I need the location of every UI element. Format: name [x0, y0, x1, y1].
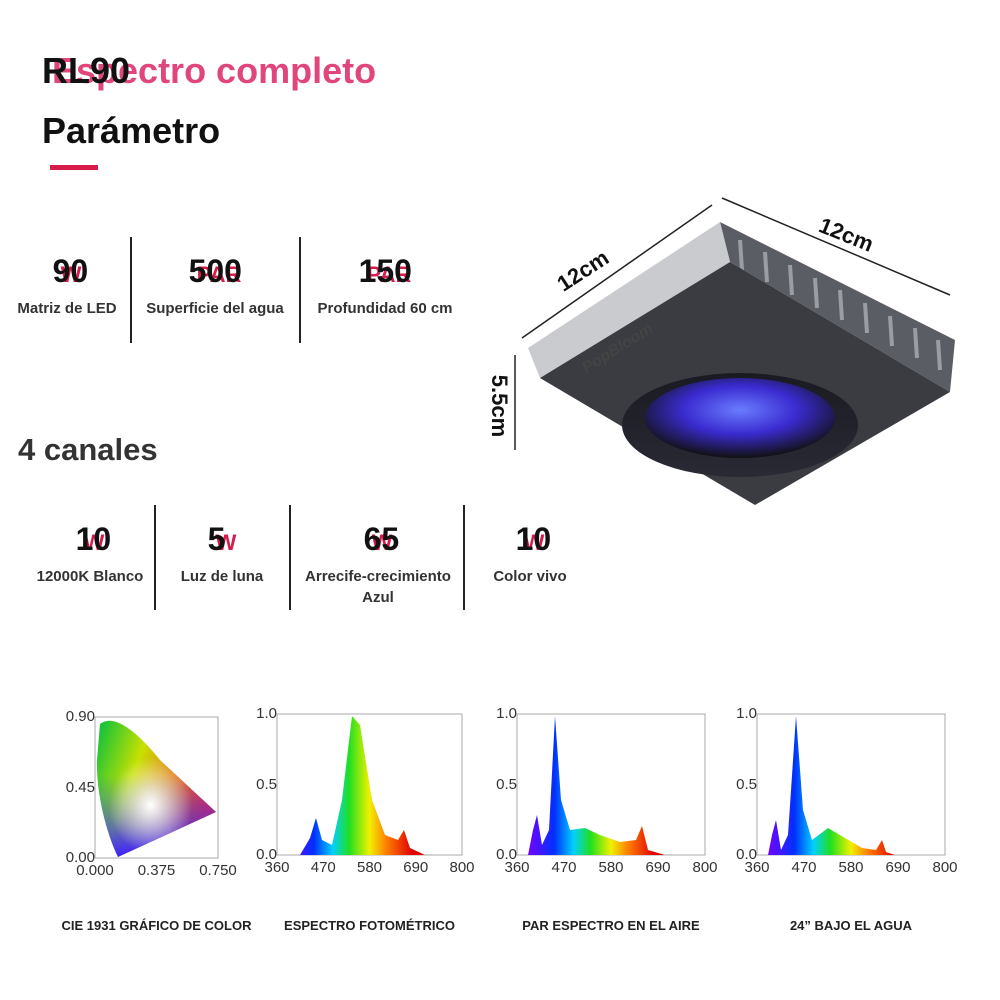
product-image: [514, 197, 955, 505]
chart-caption: PAR ESPECTRO EN EL AIRE: [522, 918, 700, 933]
stat-value: 10 W: [440, 521, 620, 558]
stat-value: 500 PAR: [125, 253, 305, 290]
chart-caption: CIE 1931 GRÁFICO DE COLOR: [61, 918, 252, 933]
stat-label: Luz de luna: [180, 568, 264, 585]
stat-value: 10 W: [0, 521, 180, 558]
dimension: 5.5cm: [487, 374, 513, 438]
y-tick-label: 0.90: [65, 708, 95, 725]
stat-label: Matriz de LED: [17, 300, 117, 317]
spectrum-curve: [300, 716, 425, 855]
value: 150: [358, 253, 412, 289]
y-tick-label: 0.0: [496, 846, 517, 863]
x-tick-label: 800: [692, 859, 718, 876]
y-tick-label: 0.0: [736, 846, 757, 863]
x-tick-label: 580: [356, 859, 383, 876]
value: 90: [52, 253, 89, 289]
x-tick-label: 360: [504, 859, 530, 876]
x-tick-label: 800: [449, 859, 475, 876]
stat-value: 65 W: [288, 521, 468, 558]
unit: PAR: [366, 262, 412, 287]
x-tick-label: 580: [598, 859, 624, 876]
x-tick-label: 470: [551, 859, 577, 876]
x-tick-label: 470: [310, 859, 336, 876]
chart-caption: ESPECTRO FOTOMÉTRICO: [284, 918, 455, 933]
x-tick-label: 360: [744, 859, 770, 876]
title: RL90 Espectro completo: [42, 50, 376, 92]
x-tick-label: 0.375: [137, 862, 176, 879]
value: 10: [75, 521, 112, 557]
stat-label: 12000K Blanco: [36, 568, 144, 585]
y-tick-label: 1.0: [496, 705, 517, 722]
y-tick-label: 0.5: [736, 775, 757, 793]
y-tick-label: 1.0: [736, 705, 757, 722]
x-tick-label: 0.750: [199, 862, 237, 879]
dividers: [130, 237, 465, 610]
value: 10: [515, 521, 552, 557]
title-highlight: Espectro completo: [52, 50, 377, 91]
y-tick-label: 0.00: [65, 849, 95, 866]
stat-value: 150 PAR: [295, 253, 475, 290]
stat-label: Superficie del agua: [146, 300, 284, 317]
stat-label: Color vivo: [493, 568, 567, 585]
spectrum-curve: [768, 716, 895, 855]
x-tick-label: 690: [885, 859, 911, 876]
model: RL90: [42, 50, 131, 91]
subtitle: Parámetro: [42, 110, 221, 151]
unit: W: [523, 530, 545, 555]
spectrum-curve: [528, 716, 665, 855]
x-tick-label: 800: [932, 859, 958, 876]
y-tick-label: 0.5: [256, 775, 277, 793]
unit: W: [60, 262, 82, 287]
section-title: 4 canales: [18, 432, 158, 467]
x-tick-label: 690: [403, 859, 429, 876]
y-tick-label: 1.0: [256, 705, 277, 722]
x-tick-label: 470: [791, 859, 817, 876]
cie-diagram: [96, 720, 216, 857]
chart-caption: 24” BAJO EL AGUA: [789, 918, 913, 933]
value: 500: [188, 253, 242, 289]
stat-label: Profundidad 60 cm: [317, 300, 453, 317]
unit: W: [215, 530, 237, 555]
y-tick-label: 0.0: [256, 846, 277, 863]
x-tick-label: 0.000: [76, 862, 114, 879]
unit: W: [83, 530, 105, 555]
y-tick-label: 0.5: [496, 775, 517, 793]
value: 5: [207, 521, 226, 557]
stat-label: Arrecife-crecimiento Azul: [305, 568, 451, 606]
x-tick-label: 580: [838, 859, 864, 876]
x-tick-label: 690: [645, 859, 671, 876]
x-tick-label: 360: [264, 859, 290, 876]
stat-value: 90 W: [0, 253, 157, 290]
unit: W: [371, 530, 393, 555]
y-tick-label: 0.45: [65, 778, 95, 796]
value: 65: [363, 521, 400, 557]
unit: PAR: [196, 262, 242, 287]
accent-bar: [50, 165, 98, 170]
